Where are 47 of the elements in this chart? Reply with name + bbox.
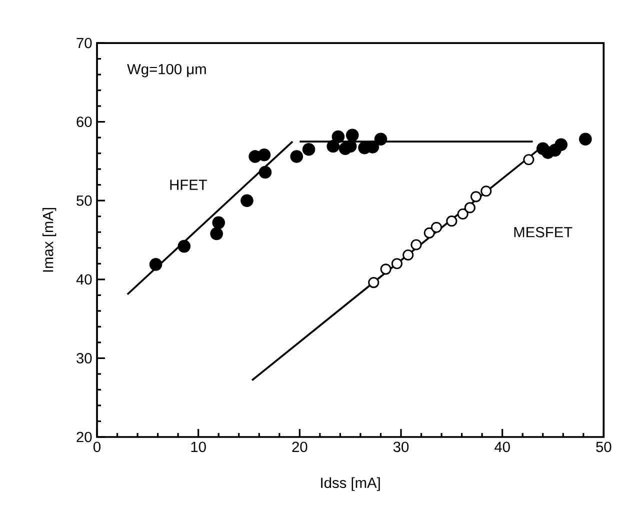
text: MESFET [514,226,572,238]
point [258,166,272,179]
y-tick-label: 40 [76,274,92,285]
point [258,148,271,162]
point [391,258,402,270]
point [380,264,392,275]
y-tick-label: 50 [76,195,92,206]
x-tick-label: 30 [393,442,409,452]
point [374,132,388,146]
point [149,258,162,271]
point [240,194,254,208]
point [402,249,414,261]
point [579,132,592,146]
point [344,140,357,153]
point [290,150,304,163]
y-tick-label: 30 [76,353,92,364]
point [410,239,422,250]
point [457,208,468,220]
x-tick-label: 50 [596,442,612,452]
point [210,227,223,240]
x-tick-label: 0 [93,442,100,452]
y-tick-label: 20 [76,432,92,442]
x-tick-label: 10 [191,442,206,452]
point [424,227,435,238]
point [554,138,568,152]
point [430,222,442,233]
point [346,128,359,142]
point [326,140,340,153]
x-tick-label: 20 [292,442,308,452]
point [523,154,534,166]
y-axis-title: Imax [mA] [42,208,56,272]
point [446,216,458,227]
point [480,186,492,197]
point [470,191,482,202]
x-axis-title: Idss [mA] [321,477,380,491]
y-tick-label: 70 [76,38,92,48]
y-tick-label: 60 [76,116,92,127]
point [464,202,476,214]
point [178,240,191,253]
point [302,142,316,156]
annotation: Wg=100 μm [127,64,206,78]
series-label: HFET [170,180,208,190]
point [332,130,345,144]
point [212,216,226,230]
point [368,277,380,288]
point [366,140,380,154]
x-tick-label: 40 [494,442,510,452]
